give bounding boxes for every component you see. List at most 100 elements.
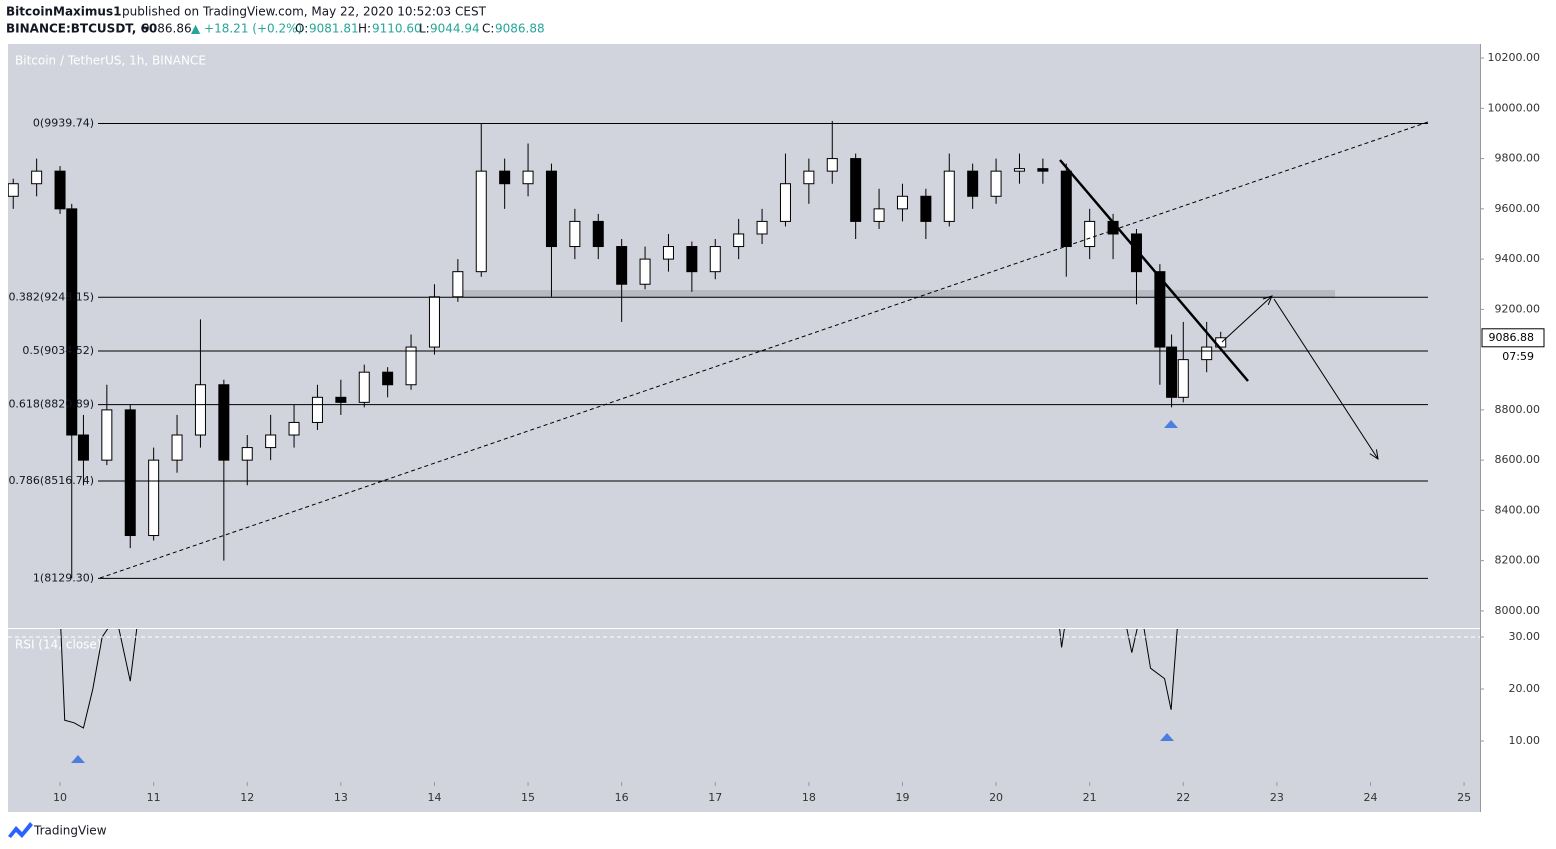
change: ▲ +18.21 (+0.2%) bbox=[191, 22, 302, 36]
dashed-trendline bbox=[99, 121, 1429, 579]
candle-body bbox=[896, 195, 908, 210]
countdown: 07:59 bbox=[1502, 350, 1534, 363]
candle-body bbox=[779, 183, 791, 222]
price-tag: 9086.88 bbox=[1489, 331, 1535, 344]
fib-label: 0.618(8820.89) bbox=[8, 398, 94, 411]
rsi-plot bbox=[60, 629, 1178, 729]
time-axis bbox=[8, 782, 1480, 812]
x-tick-label: 20 bbox=[989, 791, 1003, 804]
candle-body bbox=[1154, 271, 1166, 348]
x-tick-label: 15 bbox=[521, 791, 535, 804]
x-tick-label: 17 bbox=[708, 791, 722, 804]
candle-body bbox=[171, 434, 183, 461]
x-tick-label: 22 bbox=[1176, 791, 1190, 804]
candle-body bbox=[850, 158, 862, 222]
candle-body bbox=[405, 346, 417, 386]
candle-body bbox=[1084, 220, 1096, 248]
y-tick-label: 9400.00 bbox=[1495, 252, 1541, 265]
candle-body bbox=[967, 170, 979, 197]
signal-triangle bbox=[1164, 420, 1178, 428]
x-tick-label: 16 bbox=[615, 791, 629, 804]
x-tick-label: 12 bbox=[240, 791, 254, 804]
candle-body bbox=[920, 195, 932, 222]
y-tick-label: 30.00 bbox=[1509, 630, 1541, 643]
candle-body bbox=[241, 447, 253, 461]
candle-body bbox=[1177, 359, 1189, 398]
rsi-title: RSI (14, close) bbox=[15, 638, 101, 652]
candle-body bbox=[452, 271, 464, 298]
candle-body bbox=[1130, 233, 1142, 273]
y-tick-label: 8000.00 bbox=[1495, 604, 1541, 617]
candle-body bbox=[826, 158, 838, 172]
candle-body bbox=[873, 208, 885, 222]
candle-body bbox=[569, 220, 581, 248]
candle-body bbox=[545, 170, 557, 248]
y-tick-label: 8200.00 bbox=[1495, 554, 1541, 567]
rsi-line bbox=[60, 629, 1178, 729]
candle-body bbox=[1013, 168, 1025, 172]
candle-body bbox=[124, 409, 136, 537]
signal-triangle bbox=[1160, 733, 1174, 741]
open-label: O: bbox=[295, 22, 308, 36]
candle-body bbox=[382, 371, 394, 386]
candle-body bbox=[639, 258, 651, 285]
y-tick-label: 9200.00 bbox=[1495, 302, 1541, 315]
candle-body bbox=[709, 246, 721, 273]
candle-body bbox=[803, 170, 815, 185]
y-tick-label: 9800.00 bbox=[1495, 152, 1541, 165]
fib-label: 1(8129.30) bbox=[33, 571, 94, 584]
y-tick-label: 9600.00 bbox=[1495, 202, 1541, 215]
high: 9110.60 bbox=[372, 22, 422, 36]
price-tag-box bbox=[1481, 328, 1545, 348]
close-label: C: bbox=[482, 22, 494, 36]
y-tick-label: 10000.00 bbox=[1488, 101, 1541, 114]
candle-body bbox=[943, 170, 955, 222]
candle-body bbox=[1201, 346, 1213, 361]
candle-body bbox=[265, 434, 277, 449]
candle-body bbox=[1060, 170, 1072, 248]
candle-body bbox=[311, 396, 323, 423]
published: published on TradingView.com, May 22, 20… bbox=[122, 5, 487, 19]
candle-body bbox=[101, 409, 113, 461]
candle-body bbox=[8, 183, 19, 197]
y-tick-label: 8600.00 bbox=[1495, 453, 1541, 466]
candle-body bbox=[77, 434, 89, 461]
x-tick-label: 21 bbox=[1083, 791, 1097, 804]
open: 9081.81 bbox=[309, 22, 359, 36]
candle-body bbox=[499, 170, 511, 185]
y-tick-label: 10200.00 bbox=[1488, 51, 1541, 64]
y-tick-label: 20.00 bbox=[1509, 682, 1541, 695]
low-label: L: bbox=[419, 22, 430, 36]
candle-body bbox=[288, 421, 300, 436]
countdown-box bbox=[1482, 348, 1544, 365]
x-tick-label: 19 bbox=[895, 791, 909, 804]
candle-body bbox=[218, 384, 230, 461]
candle-body bbox=[522, 170, 534, 185]
candle-body bbox=[756, 220, 768, 235]
logo-icon bbox=[8, 822, 33, 838]
brand: TradingView bbox=[33, 824, 107, 838]
candle-body bbox=[428, 296, 440, 348]
drawings bbox=[71, 121, 1429, 763]
candle-body bbox=[686, 246, 698, 273]
close: 9086.88 bbox=[495, 22, 545, 36]
pane-background bbox=[8, 44, 1480, 782]
y-tick-label: 8400.00 bbox=[1495, 503, 1541, 516]
x-tick-label: 10 bbox=[53, 791, 67, 804]
fib-label: 0.786(8516.74) bbox=[8, 474, 94, 487]
arrow-down bbox=[1273, 298, 1378, 459]
y-tick-label: 10.00 bbox=[1509, 734, 1541, 747]
signal-triangle bbox=[71, 755, 85, 763]
candle-body bbox=[335, 396, 347, 403]
y-tick-label: 8800.00 bbox=[1495, 403, 1541, 416]
x-tick-label: 23 bbox=[1270, 791, 1284, 804]
candle-body bbox=[662, 246, 674, 260]
candle-body bbox=[66, 208, 78, 436]
x-tick-label: 24 bbox=[1363, 791, 1377, 804]
candle-body bbox=[990, 170, 1002, 197]
legend: Bitcoin / TetherUS, 1h, BINANCE bbox=[15, 54, 206, 68]
arrow-up bbox=[1221, 296, 1272, 343]
candle-body bbox=[31, 170, 43, 185]
candle-body bbox=[475, 170, 487, 273]
